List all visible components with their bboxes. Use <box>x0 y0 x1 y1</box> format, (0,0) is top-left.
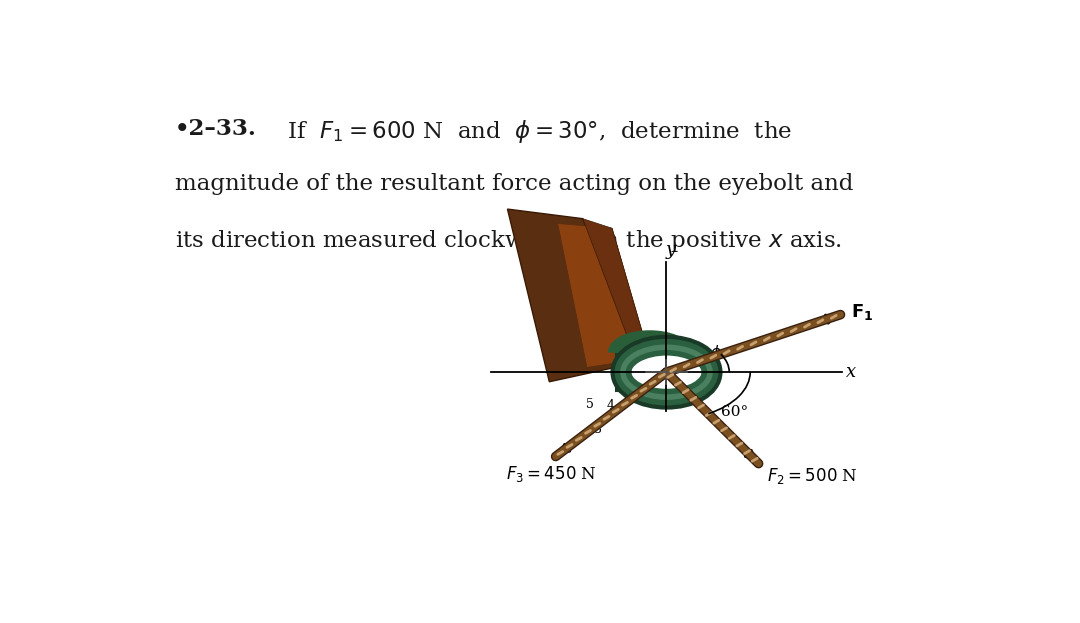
Text: $F_2 = 500$ N: $F_2 = 500$ N <box>767 466 858 486</box>
Text: x: x <box>847 363 856 381</box>
Text: If  $F_1 = 600$ N  and  $\phi = 30°$,  determine  the: If $F_1 = 600$ N and $\phi = 30°$, deter… <box>273 118 793 145</box>
Text: $F_3 = 450$ N: $F_3 = 450$ N <box>507 464 597 483</box>
Text: 4: 4 <box>606 399 615 412</box>
Polygon shape <box>508 209 637 382</box>
Text: 60°: 60° <box>721 405 748 419</box>
Text: its direction measured clockwise from the positive $x$ axis.: its direction measured clockwise from th… <box>175 228 842 254</box>
Polygon shape <box>557 224 650 368</box>
Polygon shape <box>617 353 650 391</box>
Text: $\mathbf{F_1}$: $\mathbf{F_1}$ <box>851 302 873 322</box>
Text: 3: 3 <box>594 424 602 437</box>
Text: $\phi$: $\phi$ <box>710 343 721 361</box>
Polygon shape <box>583 219 650 363</box>
Text: •2–33.: •2–33. <box>175 118 257 140</box>
Text: y: y <box>665 242 676 259</box>
Text: magnitude of the resultant force acting on the eyebolt and: magnitude of the resultant force acting … <box>175 173 853 195</box>
Text: 5: 5 <box>585 397 594 411</box>
Circle shape <box>632 352 702 392</box>
